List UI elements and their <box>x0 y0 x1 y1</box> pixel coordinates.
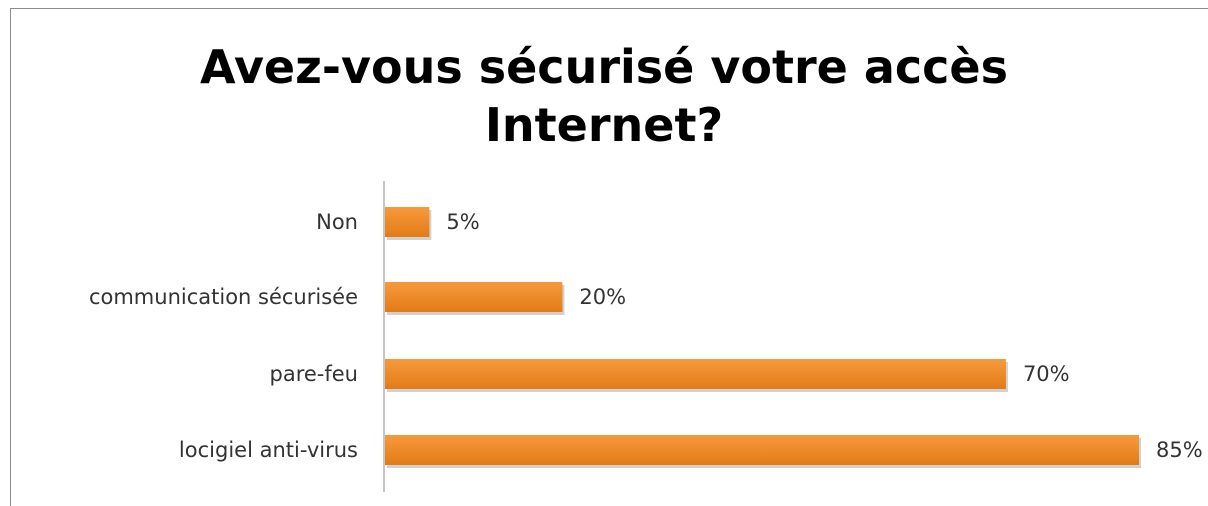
bar <box>385 359 1006 389</box>
value-label: 70% <box>1023 362 1070 386</box>
category-label: locigiel anti-virus <box>179 438 358 462</box>
value-label: 5% <box>446 210 479 234</box>
bar <box>385 282 563 312</box>
value-label: 85% <box>1156 438 1203 462</box>
category-label: communication sécurisée <box>89 285 358 309</box>
category-label: pare-feu <box>270 362 359 386</box>
value-label: 20% <box>579 285 626 309</box>
chart-title: Avez-vous sécurisé votre accès Internet? <box>199 40 1008 152</box>
category-label: Non <box>316 210 358 234</box>
bar <box>385 435 1139 465</box>
bar <box>385 207 430 237</box>
chart-frame <box>10 8 1208 506</box>
